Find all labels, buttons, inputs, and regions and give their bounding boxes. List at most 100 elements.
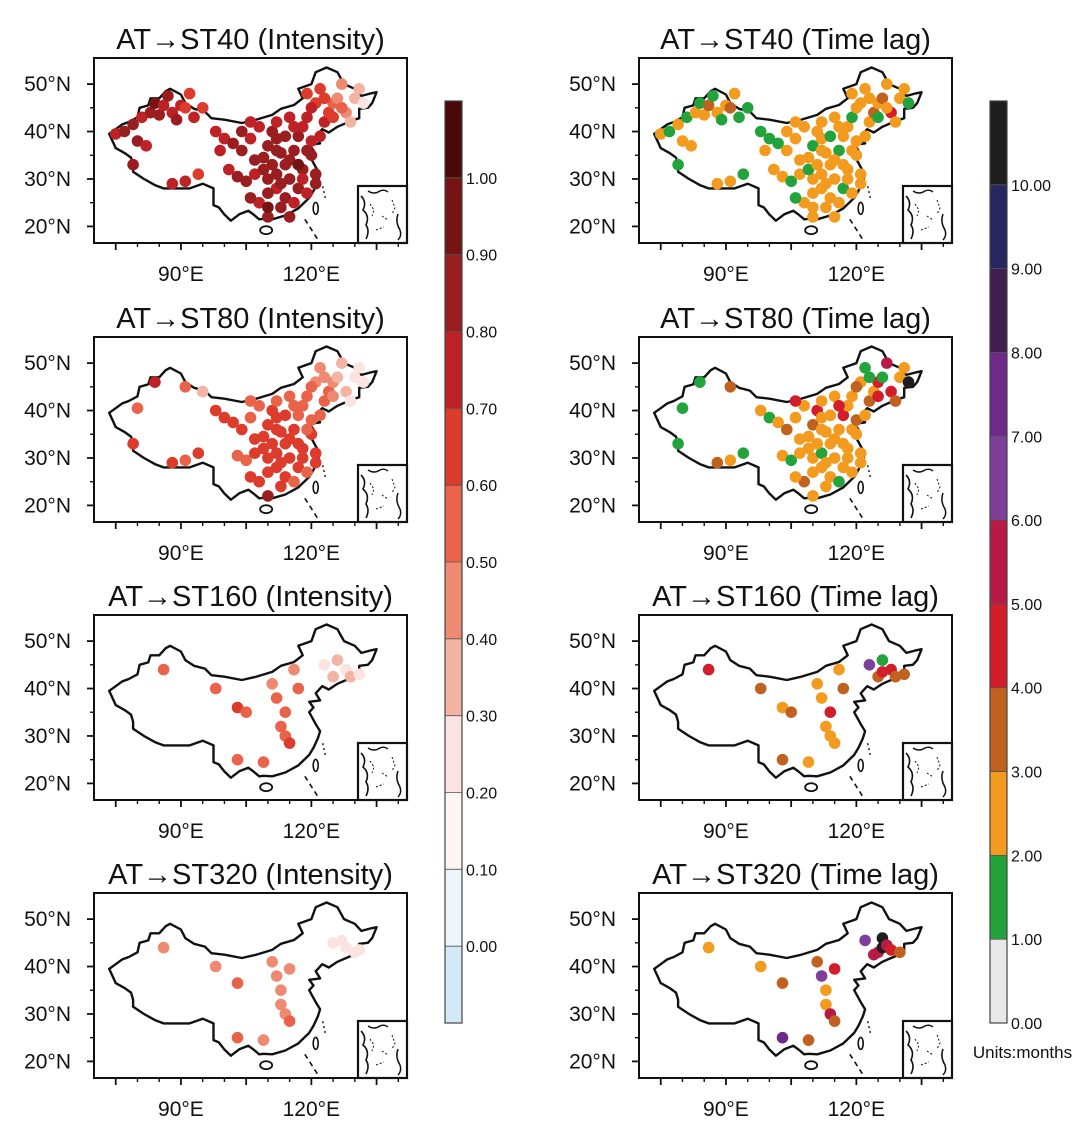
map-panel-p1: AT→ST40 (Intensity) 50°N 40°N 30°N 20°N 90°E 1… [24,24,409,286]
station-marker [275,201,287,214]
station-marker [728,87,741,100]
colorbar-swatch [445,715,462,793]
taiwan-island [857,201,865,216]
station-marker [837,130,850,143]
station-marker [262,187,274,199]
colorbar-label: 4.00 [1011,681,1042,698]
station-marker [292,130,305,143]
lat-tick-label: 30°N [569,168,616,191]
station-marker [309,177,322,190]
maritime-boundary [321,464,326,478]
station-marker [833,423,845,436]
panel-title: AT→ST40 (Intensity) [116,24,385,56]
station-marker [253,475,265,488]
lon-tick-label: 90°E [158,1098,204,1121]
station-marker [846,423,858,436]
station-marker [344,670,357,683]
station-marker [353,668,366,681]
station-markers [127,357,370,502]
station-marker [288,121,300,133]
station-marker [192,447,205,460]
station-marker [296,452,309,464]
station-marker [815,132,828,145]
station-marker [850,414,863,426]
lat-tick-label: 20°N [24,215,71,238]
station-marker [231,170,244,183]
station-marker [336,102,348,114]
station-marker [820,998,832,1011]
station-marker [292,409,305,422]
station-marker [811,956,823,968]
station-markers [702,932,906,1046]
station-marker [854,168,867,180]
lat-tick-label: 50°N [569,908,616,931]
station-marker [772,137,784,150]
station-marker [815,168,828,180]
station-marker [266,956,279,968]
station-marker [253,400,265,412]
lat-tick-label: 50°N [24,908,71,931]
station-marker [807,173,819,185]
china-outline [108,345,378,501]
station-marker [837,461,850,474]
colorbar-label: 5.00 [1011,597,1042,614]
station-marker [846,466,858,479]
lon-tick-label: 90°E [158,263,204,286]
station-marker [863,395,876,407]
colorbar-swatch [990,520,1007,605]
station-marker [275,984,287,996]
station-marker [837,409,850,422]
station-markers [672,357,915,502]
station-marker [876,666,889,678]
station-marker [881,78,893,90]
station-marker [262,201,274,214]
colorbar-swatch [990,268,1007,353]
panel-title: AT→ST160 (Intensity) [108,581,393,613]
lat-tick-label: 30°N [569,1003,616,1026]
south-china-sea-inset [356,1019,409,1080]
station-marker [357,97,370,109]
station-marker [283,963,296,975]
station-marker [270,116,283,128]
station-marker [802,151,815,164]
station-marker [689,106,702,119]
station-marker [820,720,832,733]
station-marker [898,668,910,681]
south-china-sea-inset [356,463,409,524]
hainan-island [804,504,819,515]
maritime-boundary [304,218,321,243]
station-marker [702,663,715,676]
station-marker [331,92,344,105]
station-marker [802,442,815,455]
station-marker [828,154,841,166]
station-marker [353,362,366,374]
station-marker [833,196,845,209]
lon-tick-label: 120°E [828,1098,885,1121]
lat-tick-label: 20°N [24,772,71,795]
map-frame [93,336,408,523]
colorbar-label: 0.00 [1011,1016,1042,1033]
lat-tick-label: 30°N [24,168,71,191]
station-marker [153,109,165,121]
south-china-sea-inset [901,184,954,245]
station-marker [288,400,300,412]
colorbar-swatch [990,101,1007,186]
station-marker [672,118,684,131]
station-marker [262,140,274,152]
station-marker [881,102,893,114]
lat-tick-label: 20°N [569,772,616,795]
station-marker [881,357,893,369]
station-marker [292,437,305,450]
panel-title: AT→ST320 (Intensity) [108,859,393,891]
station-marker [301,187,313,199]
station-marker [802,756,815,768]
station-marker [288,196,300,209]
colorbar-swatch [445,869,462,947]
station-marker [815,116,828,128]
station-marker [231,753,244,766]
station-marker [820,201,832,214]
china-outline [653,623,923,779]
taiwan-island [857,758,865,773]
station-marker [694,376,706,388]
station-marker [737,447,750,460]
